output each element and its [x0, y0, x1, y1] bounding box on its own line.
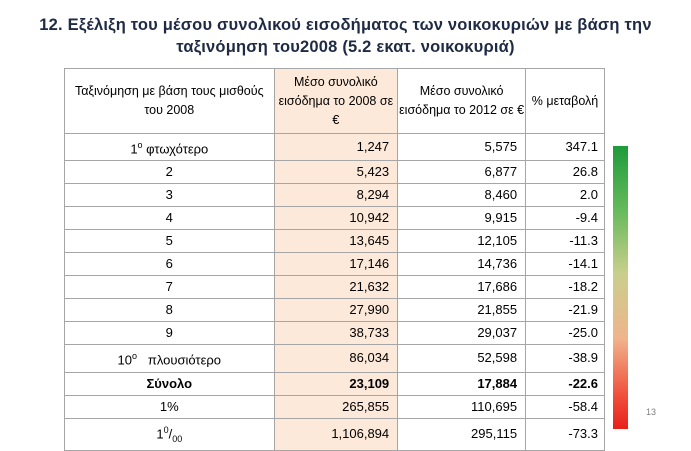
page-number: 13 — [646, 407, 657, 417]
row-label: 6 — [64, 252, 275, 277]
cell-income-2008: 8,294 — [273, 183, 399, 208]
cell-income-2008: 5,423 — [273, 160, 399, 185]
cell-income-2008: 17,146 — [273, 252, 399, 277]
cell-percent-change: -18.2 — [525, 275, 605, 300]
table-row: 1% 265,855 110,695 -58.4 — [64, 394, 605, 419]
slide-title: 12. Εξέλιξη του μέσου συνολικού εισοδήμα… — [0, 14, 691, 58]
cell-percent-change: 26.8 — [525, 160, 605, 185]
cell-income-2008: 23,109 — [273, 371, 399, 396]
cell-percent-change: -58.4 — [525, 394, 605, 419]
cell-percent-change: 2.0 — [525, 183, 605, 208]
row-label: Σύνολο — [64, 371, 275, 396]
cell-income-2008: 21,632 — [273, 275, 399, 300]
cell-percent-change: -22.6 — [525, 371, 605, 396]
row-label: 3 — [64, 183, 275, 208]
table-row: Σύνολο 23,109 17,884 -22.6 — [64, 371, 605, 396]
row-label: 10ο πλουσιότερο — [64, 344, 275, 373]
title-line-1: 12. Εξέλιξη του μέσου συνολικού εισοδήμα… — [39, 16, 652, 34]
cell-income-2012: 5,575 — [397, 132, 527, 162]
cell-income-2012: 14,736 — [397, 252, 527, 277]
cell-percent-change: -73.3 — [525, 417, 605, 451]
cell-income-2008: 1,106,894 — [273, 417, 399, 451]
cell-income-2008: 10,942 — [273, 206, 399, 231]
cell-income-2012: 9,915 — [397, 206, 527, 231]
header-income-2012: Μέσο συνολικό εισόδημα το 2012 σε € — [397, 68, 527, 134]
row-label: 10/00 — [64, 417, 275, 451]
table-row: 2 5,423 6,877 26.8 — [64, 160, 605, 185]
title-line-2: ταξινόμηση του2008 (5.2 εκατ. νοικοκυριά… — [176, 38, 515, 56]
cell-income-2008: 265,855 — [273, 394, 399, 419]
header-classification: Ταξινόμηση με βάση τους μισθούς του 2008 — [64, 68, 275, 134]
cell-income-2012: 295,115 — [397, 417, 527, 451]
cell-income-2012: 12,105 — [397, 229, 527, 254]
income-table: Ταξινόμηση με βάση τους μισθούς του 2008… — [64, 68, 605, 451]
cell-income-2012: 17,884 — [397, 371, 527, 396]
table-row: 3 8,294 8,460 2.0 — [64, 183, 605, 208]
table-body: 1ο φτωχότερο 1,247 5,575 347.1 2 5,423 6,877 26… — [64, 132, 605, 451]
color-scale-bar — [613, 146, 628, 429]
header-percent-change: % μεταβολή — [525, 68, 605, 134]
row-label: 1ο φτωχότερο — [64, 132, 275, 162]
cell-income-2008: 1,247 — [273, 132, 399, 162]
cell-income-2008: 13,645 — [273, 229, 399, 254]
row-label: 8 — [64, 298, 275, 323]
table-row: 8 27,990 21,855 -21.9 — [64, 298, 605, 323]
cell-percent-change: -14.1 — [525, 252, 605, 277]
table-row: 10ο πλουσιότερο 86,034 52,598 -38.9 — [64, 344, 605, 373]
cell-income-2012: 52,598 — [397, 344, 527, 373]
cell-income-2012: 6,877 — [397, 160, 527, 185]
row-label: 7 — [64, 275, 275, 300]
table-row: 10/00 1,106,894 295,115 -73.3 — [64, 417, 605, 451]
table-row: 6 17,146 14,736 -14.1 — [64, 252, 605, 277]
cell-income-2008: 38,733 — [273, 321, 399, 346]
cell-income-2012: 29,037 — [397, 321, 527, 346]
header-row: Ταξινόμηση με βάση τους μισθούς του 2008… — [64, 68, 605, 134]
cell-income-2012: 8,460 — [397, 183, 527, 208]
cell-percent-change: -21.9 — [525, 298, 605, 323]
table-row: 1ο φτωχότερο 1,247 5,575 347.1 — [64, 132, 605, 162]
cell-income-2012: 21,855 — [397, 298, 527, 323]
row-label: 1% — [64, 394, 275, 419]
cell-percent-change: -11.3 — [525, 229, 605, 254]
cell-percent-change: 347.1 — [525, 132, 605, 162]
table-row: 5 13,645 12,105 -11.3 — [64, 229, 605, 254]
table-row: 7 21,632 17,686 -18.2 — [64, 275, 605, 300]
row-label: 5 — [64, 229, 275, 254]
header-income-2008: Μέσο συνολικό εισόδημα το 2008 σε € — [273, 68, 399, 134]
cell-income-2008: 27,990 — [273, 298, 399, 323]
cell-percent-change: -25.0 — [525, 321, 605, 346]
cell-percent-change: -38.9 — [525, 344, 605, 373]
row-label: 9 — [64, 321, 275, 346]
table-row: 9 38,733 29,037 -25.0 — [64, 321, 605, 346]
cell-income-2012: 17,686 — [397, 275, 527, 300]
row-label: 4 — [64, 206, 275, 231]
table-row: 4 10,942 9,915 -9.4 — [64, 206, 605, 231]
row-label: 2 — [64, 160, 275, 185]
cell-income-2008: 86,034 — [273, 344, 399, 373]
cell-income-2012: 110,695 — [397, 394, 527, 419]
cell-percent-change: -9.4 — [525, 206, 605, 231]
